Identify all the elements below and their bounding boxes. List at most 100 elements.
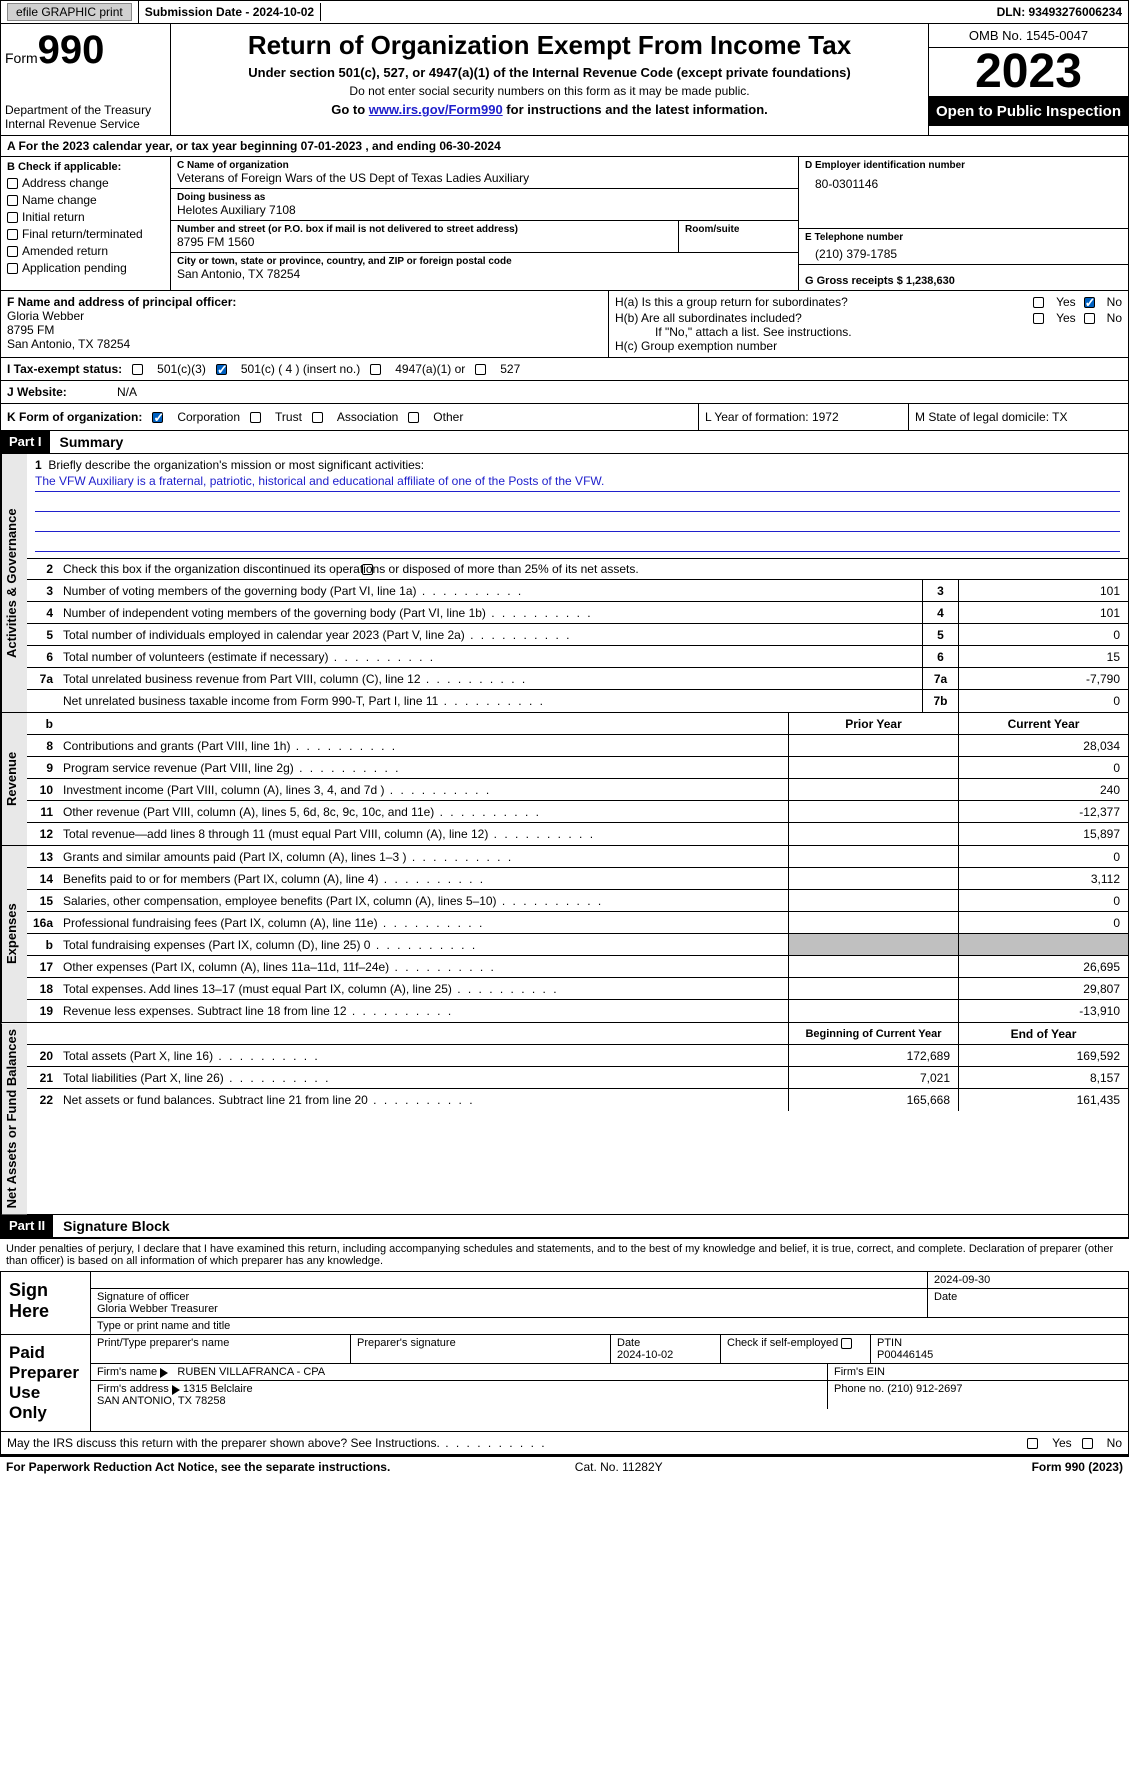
firm-name: RUBEN VILLAFRANCA - CPA (177, 1366, 325, 1378)
expense-line: 16aProfessional fundraising fees (Part I… (27, 912, 1128, 934)
side-label-na: Net Assets or Fund Balances (1, 1023, 27, 1214)
chk-other[interactable] (408, 412, 419, 423)
phone: (210) 379-1785 (805, 243, 1122, 261)
revenue-line: 8Contributions and grants (Part VIII, li… (27, 735, 1128, 757)
form-title: Return of Organization Exempt From Incom… (181, 30, 918, 61)
col-deg: D Employer identification number 80-0301… (798, 157, 1128, 290)
section-expenses: Expenses 13Grants and similar amounts pa… (0, 846, 1129, 1023)
row-j-website: J Website: N/A (0, 381, 1129, 404)
summary-line: 3Number of voting members of the governi… (27, 580, 1128, 602)
state-domicile: M State of legal domicile: TX (908, 404, 1128, 430)
department: Department of the Treasury Internal Reve… (5, 103, 166, 131)
chk-address-change[interactable]: Address change (7, 176, 164, 190)
chk-501c3[interactable] (132, 364, 143, 375)
sign-here-block: Sign Here 2024-09-30 Signature of office… (0, 1271, 1129, 1335)
expense-line: 18Total expenses. Add lines 13–17 (must … (27, 978, 1128, 1000)
paid-preparer-block: Paid Preparer Use Only Print/Type prepar… (0, 1335, 1129, 1432)
hb-no[interactable] (1084, 313, 1095, 324)
page-footer: For Paperwork Reduction Act Notice, see … (0, 1455, 1129, 1477)
col-c-org-info: C Name of organization Veterans of Forei… (171, 157, 798, 290)
submission-date: Submission Date - 2024-10-02 (139, 3, 321, 21)
net-assets-line: 21Total liabilities (Part X, line 26)7,0… (27, 1067, 1128, 1089)
expense-line: 13Grants and similar amounts paid (Part … (27, 846, 1128, 868)
signature-intro: Under penalties of perjury, I declare th… (0, 1238, 1129, 1271)
ha-yes[interactable] (1033, 297, 1044, 308)
revenue-line: 10Investment income (Part VIII, column (… (27, 779, 1128, 801)
mission-text: The VFW Auxiliary is a fraternal, patrio… (35, 474, 1120, 492)
form-number: Form990 (5, 28, 166, 73)
officer-signature-name: Gloria Webber Treasurer (97, 1303, 921, 1315)
col-b-checkboxes: B Check if applicable: Address change Na… (1, 157, 171, 290)
open-to-public: Open to Public Inspection (929, 97, 1128, 126)
officer-name: Gloria Webber (7, 309, 84, 323)
org-name: Veterans of Foreign Wars of the US Dept … (177, 171, 792, 185)
tax-year: 2023 (929, 48, 1128, 97)
may-discuss: May the IRS discuss this return with the… (0, 1432, 1129, 1455)
chk-amended-return[interactable]: Amended return (7, 244, 164, 258)
row-a-tax-year: A For the 2023 calendar year, or tax yea… (0, 136, 1129, 157)
chk-association[interactable] (312, 412, 323, 423)
firm-phone: Phone no. (210) 912-2697 (828, 1381, 1128, 1409)
row-f-h: F Name and address of principal officer:… (0, 291, 1129, 358)
expense-line: 19Revenue less expenses. Subtract line 1… (27, 1000, 1128, 1022)
chk-initial-return[interactable]: Initial return (7, 210, 164, 224)
website-value: N/A (111, 381, 143, 403)
summary-line: 4Number of independent voting members of… (27, 602, 1128, 624)
expense-line: 17Other expenses (Part IX, column (A), l… (27, 956, 1128, 978)
summary-line: 6Total number of volunteers (estimate if… (27, 646, 1128, 668)
subtitle-3: Go to www.irs.gov/Form990 for instructio… (181, 102, 918, 117)
section-activities-governance: Activities & Governance 1 Briefly descri… (0, 454, 1129, 713)
chk-4947[interactable] (370, 364, 381, 375)
row-i-tax-status: I Tax-exempt status: 501(c)(3) 501(c) ( … (0, 358, 1129, 381)
dln: DLN: 93493276006234 (991, 3, 1128, 21)
net-assets-line: 20Total assets (Part X, line 16)172,6891… (27, 1045, 1128, 1067)
section-net-assets: Net Assets or Fund Balances Beginning of… (0, 1023, 1129, 1215)
irs-link[interactable]: www.irs.gov/Form990 (369, 102, 503, 117)
side-label-exp: Expenses (1, 846, 27, 1022)
summary-line: 7aTotal unrelated business revenue from … (27, 668, 1128, 690)
may-yes[interactable] (1027, 1438, 1038, 1449)
chk-corporation[interactable] (152, 412, 163, 423)
part-1-header: Part I Summary (0, 431, 1129, 454)
chk-final-return[interactable]: Final return/terminated (7, 227, 164, 241)
chk-527[interactable] (475, 364, 486, 375)
efile-print-button[interactable]: efile GRAPHIC print (7, 3, 132, 21)
side-label-ag: Activities & Governance (1, 454, 27, 712)
section-revenue: Revenue b Prior Year Current Year 8Contr… (0, 713, 1129, 846)
subtitle-2: Do not enter social security numbers on … (181, 84, 918, 98)
revenue-line: 11Other revenue (Part VIII, column (A), … (27, 801, 1128, 823)
chk-application-pending[interactable]: Application pending (7, 261, 164, 275)
expense-line: 15Salaries, other compensation, employee… (27, 890, 1128, 912)
dba-name: Helotes Auxiliary 7108 (177, 203, 792, 217)
top-bar: efile GRAPHIC print Submission Date - 20… (0, 0, 1129, 24)
expense-line: bTotal fundraising expenses (Part IX, co… (27, 934, 1128, 956)
chk-501c[interactable] (216, 364, 227, 375)
hb-yes[interactable] (1033, 313, 1044, 324)
row-k-form-org: K Form of organization: Corporation Trus… (0, 404, 1129, 431)
side-label-rev: Revenue (1, 713, 27, 845)
entity-info-grid: B Check if applicable: Address change Na… (0, 157, 1129, 291)
may-no[interactable] (1082, 1438, 1093, 1449)
chk-trust[interactable] (250, 412, 261, 423)
ptin: P00446145 (877, 1349, 933, 1361)
subtitle-1: Under section 501(c), 527, or 4947(a)(1)… (181, 65, 918, 80)
ha-no[interactable] (1084, 297, 1095, 308)
ein: 80-0301146 (805, 171, 1122, 191)
gross-receipts: G Gross receipts $ 1,238,630 (805, 275, 1122, 287)
form-header: Form990 Department of the Treasury Inter… (0, 24, 1129, 136)
net-assets-line: 22Net assets or fund balances. Subtract … (27, 1089, 1128, 1111)
prep-date: 2024-10-02 (617, 1349, 673, 1361)
revenue-line: 9Program service revenue (Part VIII, lin… (27, 757, 1128, 779)
revenue-line: 12Total revenue—add lines 8 through 11 (… (27, 823, 1128, 845)
expense-line: 14Benefits paid to or for members (Part … (27, 868, 1128, 890)
sig-date: 2024-09-30 (928, 1272, 1128, 1288)
chk-self-employed[interactable] (841, 1338, 852, 1349)
street-address: 8795 FM 1560 (177, 235, 678, 249)
summary-line: Net unrelated business taxable income fr… (27, 690, 1128, 712)
chk-discontinued[interactable] (362, 564, 373, 575)
city-state-zip: San Antonio, TX 78254 (177, 267, 792, 281)
part-2-header: Part II Signature Block (0, 1215, 1129, 1238)
year-formation: L Year of formation: 1972 (698, 404, 908, 430)
chk-name-change[interactable]: Name change (7, 193, 164, 207)
summary-line: 5Total number of individuals employed in… (27, 624, 1128, 646)
